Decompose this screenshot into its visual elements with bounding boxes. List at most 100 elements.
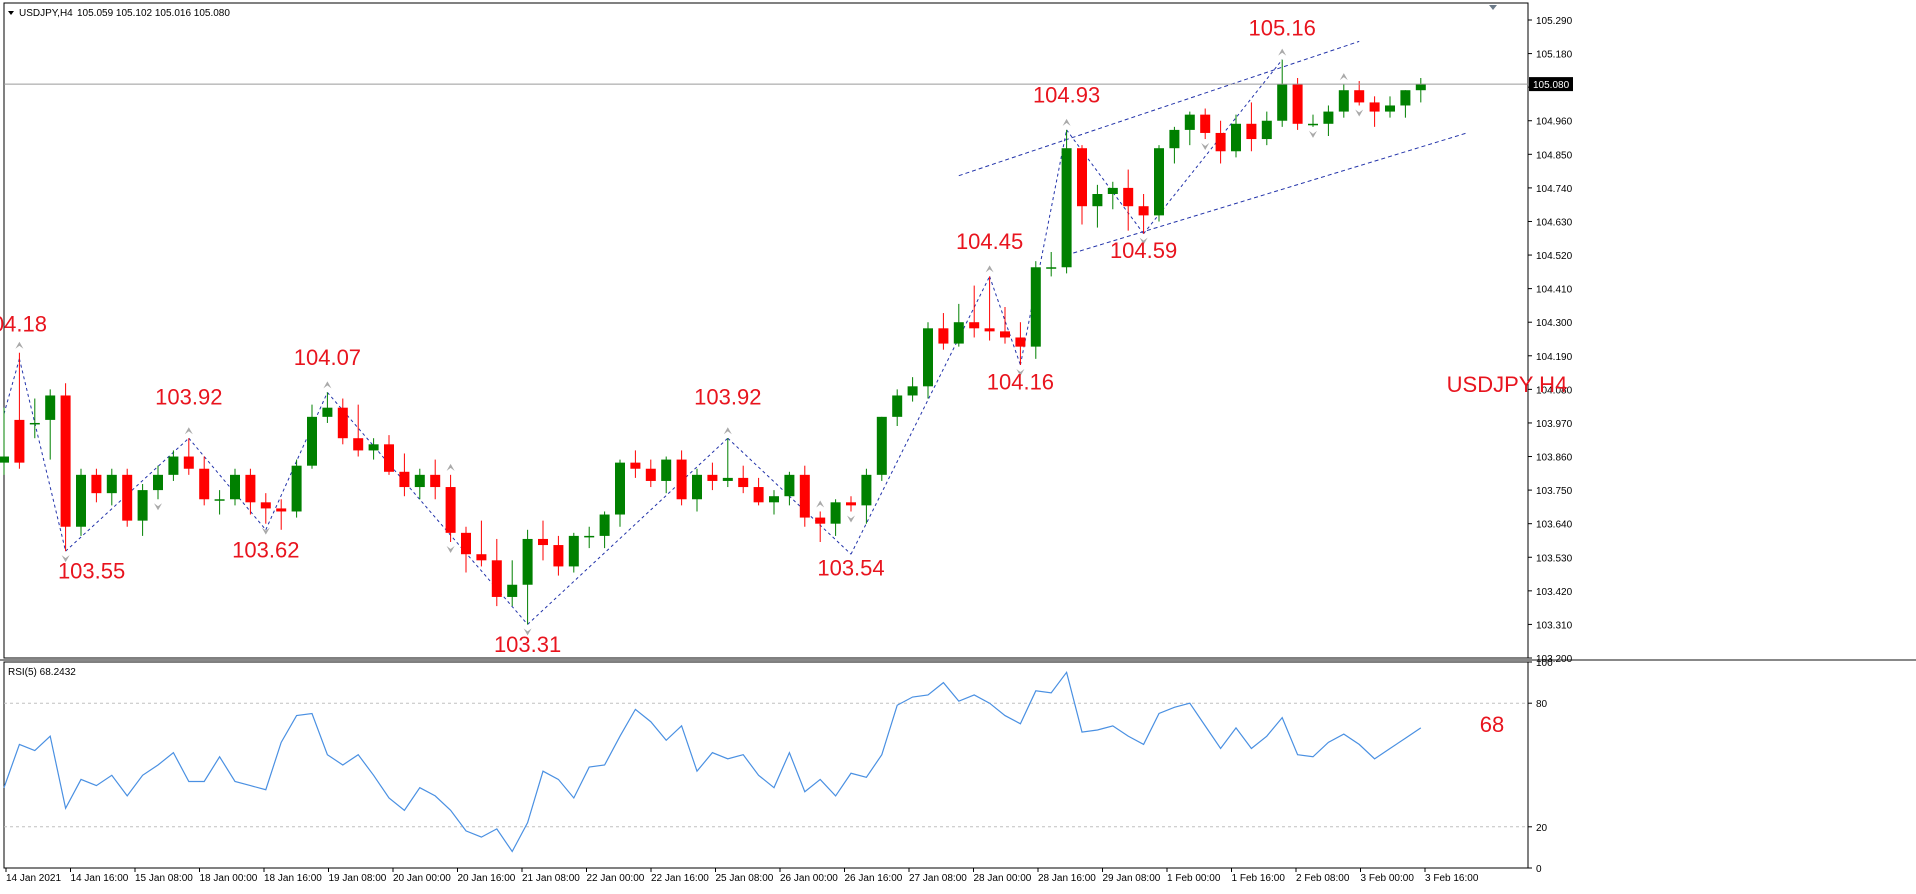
- candle-bull: [615, 462, 625, 515]
- candle-bear: [846, 502, 856, 506]
- time-tick-label: 3 Feb 00:00: [1361, 873, 1415, 884]
- price-tick-label: 104.960: [1536, 117, 1573, 128]
- chart-shift-icon[interactable]: [1489, 5, 1497, 10]
- time-tick-label: 22 Jan 16:00: [651, 873, 709, 884]
- price-axis: 105.290105.180105.070104.960104.850104.7…: [1528, 16, 1573, 665]
- candle-bear: [1369, 102, 1380, 112]
- candle-bear: [630, 462, 641, 469]
- fractal-up-arrow: [816, 500, 825, 508]
- price-tick-label: 105.180: [1536, 50, 1573, 61]
- current-price-box: [1529, 77, 1573, 92]
- time-tick-label: 15 Jan 08:00: [135, 873, 193, 884]
- time-tick-label: 18 Jan 16:00: [264, 873, 322, 884]
- candle-bull: [307, 416, 317, 466]
- current-price-marker: 105.080: [4, 77, 1573, 92]
- fractal-up-arrow: [723, 427, 732, 435]
- candle-bear: [707, 474, 718, 481]
- rsi-value-annotation: 68: [1480, 712, 1504, 737]
- rsi-chart-frame: [3, 661, 1529, 869]
- candle-bear: [1215, 132, 1226, 152]
- candle-bull: [1385, 105, 1395, 112]
- candle-bull: [1046, 267, 1057, 269]
- candle-bull: [45, 395, 56, 420]
- candle-bull: [1323, 111, 1334, 124]
- main-chart-frame: [3, 2, 1529, 659]
- rsi-tick-label: 0: [1536, 864, 1542, 875]
- fractal-down-arrow: [523, 628, 532, 636]
- price-tick-label: 103.860: [1536, 453, 1573, 464]
- candle-bear: [276, 508, 287, 512]
- ohlc-label: 105.059 105.102 105.016 105.080: [77, 8, 230, 19]
- fractal-up-arrow: [1339, 73, 1348, 81]
- time-tick-label: 1 Feb 16:00: [1232, 873, 1286, 884]
- fractal-up-arrow: [1062, 118, 1071, 126]
- candle-bear: [199, 468, 210, 500]
- zigzag-segment: [850, 276, 991, 555]
- candle-bull: [29, 422, 40, 425]
- candle-bull: [661, 459, 672, 481]
- candle-bull: [1261, 120, 1272, 140]
- candle-bull: [1169, 129, 1180, 149]
- candle-bear: [14, 419, 25, 463]
- fractal-down-arrow: [61, 555, 70, 563]
- candle-bear: [1123, 187, 1134, 207]
- zigzag-segment: [65, 437, 190, 552]
- time-tick-label: 21 Jan 08:00: [522, 873, 580, 884]
- zigzag-segment: [527, 437, 729, 625]
- candle-bull: [168, 456, 179, 475]
- candle-bull: [1092, 194, 1103, 207]
- candle-bear: [645, 468, 656, 481]
- candle-bull: [1030, 267, 1041, 347]
- candle-bear: [1000, 331, 1010, 338]
- candle-bull: [784, 474, 795, 497]
- candle-bull: [876, 416, 887, 475]
- zigzag-indicator: [3, 59, 1283, 625]
- time-axis: 14 Jan 2021 14 Jan 16:00 15 Jan 08:00 18 Ja…: [5, 868, 1479, 884]
- price-tick-label: 104.080: [1536, 385, 1573, 396]
- time-tick-label: 2 Feb 08:00: [1296, 873, 1350, 884]
- candle-bull: [584, 535, 595, 538]
- candle-bull: [214, 499, 225, 501]
- price-tick-label: 104.630: [1536, 217, 1573, 228]
- candle-bear: [461, 532, 471, 555]
- zigzag-segment: [989, 276, 1021, 366]
- time-tick-label: 3 Feb 16:00: [1425, 873, 1479, 884]
- fractal-up-arrow: [1278, 48, 1287, 56]
- time-tick-label: 20 Jan 00:00: [393, 873, 451, 884]
- candle-bull: [861, 474, 872, 506]
- time-tick-label: 22 Jan 00:00: [587, 873, 645, 884]
- candle-bull: [599, 514, 610, 536]
- candle-bull: [1107, 187, 1118, 194]
- candle-bull: [830, 502, 841, 524]
- swing-label: 103.54: [817, 556, 884, 581]
- candle-bull: [1338, 90, 1349, 112]
- candle-bear: [538, 538, 548, 546]
- fractal-down-arrow: [1201, 143, 1210, 151]
- candle-bear: [91, 474, 102, 494]
- time-tick-label: 14 Jan 2021: [6, 873, 61, 884]
- candle-bull: [106, 474, 117, 494]
- current-price-label: 105.080: [1533, 80, 1570, 91]
- candle-bear: [969, 322, 980, 329]
- price-tick-label: 104.850: [1536, 150, 1573, 161]
- price-tick-label: 104.410: [1536, 285, 1573, 296]
- candle-bull: [522, 538, 533, 585]
- time-tick-label: 19 Jan 08:00: [329, 873, 387, 884]
- zigzag-segment: [3, 358, 20, 414]
- candle-bull: [1277, 84, 1288, 121]
- trend-channel: [958, 40, 1468, 256]
- symbol-dropdown-icon[interactable]: [8, 11, 14, 15]
- candle-bear: [1077, 148, 1087, 207]
- candlesticks: [0, 59, 1426, 625]
- fractal-down-arrow: [154, 503, 162, 511]
- price-tick-label: 104.740: [1536, 184, 1573, 195]
- zigzag-segment: [1019, 129, 1068, 366]
- time-tick-label: 29 Jan 08:00: [1103, 873, 1161, 884]
- candle-bull: [76, 474, 86, 527]
- price-tick-label: 104.520: [1536, 251, 1573, 262]
- fractal-up-arrow: [184, 427, 193, 435]
- price-tick-label: 103.750: [1536, 486, 1573, 497]
- swing-annotations: 04.18 103.55 103.92 103.62 104.07 103.31 103.9…: [0, 15, 1316, 657]
